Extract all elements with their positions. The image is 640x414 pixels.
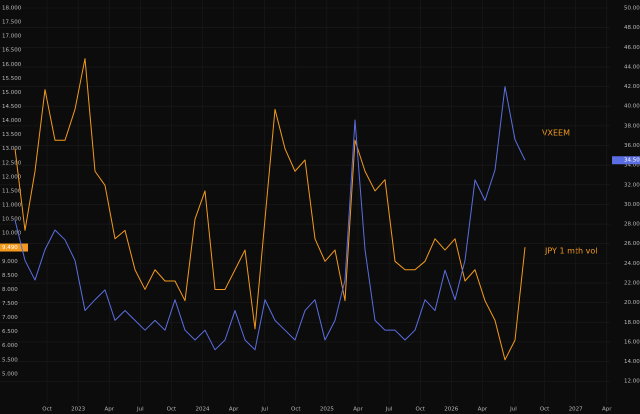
end-marker-label: 34.50 <box>624 158 640 164</box>
y2-tick-label: 34.00 <box>624 163 640 169</box>
y-tick-label: 12.500 <box>2 160 22 166</box>
y2-tick-label: 14.00 <box>624 359 640 365</box>
series-line <box>14 86 526 351</box>
y-tick-label: 14.500 <box>2 104 22 110</box>
x-tick-label: 2027 <box>569 407 583 413</box>
y2-tick-label: 36.00 <box>624 143 640 149</box>
y2-tick-label: 24.00 <box>624 261 640 267</box>
y2-tick-label: 12.00 <box>624 379 640 385</box>
y2-tick-label: 18.00 <box>624 320 640 326</box>
x-tick-label: Apr <box>478 407 488 413</box>
x-tick-label: Oct <box>42 407 52 413</box>
y-tick-label: 10.000 <box>2 231 22 237</box>
y-tick-label: 13.000 <box>2 146 22 152</box>
y2-tick-label: 28.00 <box>624 222 640 228</box>
x-tick-label: Apr <box>602 407 612 413</box>
y-tick-label: 8.000 <box>2 287 18 293</box>
y-tick-label: 7.500 <box>2 301 18 307</box>
x-tick-label: Jul <box>509 407 517 413</box>
x-tick-label: Jul <box>260 407 268 413</box>
y-tick-label: 5.000 <box>2 371 18 377</box>
y2-tick-label: 38.00 <box>624 123 640 129</box>
x-tick-label: Oct <box>291 407 301 413</box>
y-tick-label: 6.000 <box>2 343 18 349</box>
y-tick-label: 14.000 <box>2 118 22 124</box>
y2-tick-label: 40.00 <box>624 104 640 110</box>
x-tick-label: 2025 <box>320 407 334 413</box>
y2-tick-label: 26.00 <box>624 241 640 247</box>
x-tick-label: Jul <box>385 407 393 413</box>
grid <box>0 0 610 404</box>
y-tick-label: 18.000 <box>2 6 22 12</box>
y2-tick-label: 50.00 <box>624 6 640 12</box>
y-tick-label: 16.000 <box>2 62 22 68</box>
y-tick-label: 16.500 <box>2 48 22 54</box>
x-tick-label: Apr <box>229 407 239 413</box>
end-marker <box>0 243 28 252</box>
y-tick-label: 11.500 <box>2 188 22 194</box>
y2-tick-label: 22.00 <box>624 281 640 287</box>
y2-tick-label: 16.00 <box>624 339 640 345</box>
y2-tick-label: 46.00 <box>624 45 640 51</box>
x-tick-label: Oct <box>415 407 425 413</box>
series-label: JPY 1 mth vol <box>544 247 597 256</box>
x-tick-label: Oct <box>540 407 550 413</box>
y2-tick-label: 42.00 <box>624 84 640 90</box>
y-tick-label: 11.000 <box>2 203 22 209</box>
y-tick-label: 17.000 <box>2 34 22 40</box>
y-tick-label: 5.500 <box>2 357 18 363</box>
x-tick-label: Oct <box>167 407 177 413</box>
y-tick-label: 13.500 <box>2 132 22 138</box>
x-tick-label: 2024 <box>196 407 210 413</box>
y-tick-label: 12.000 <box>2 174 22 180</box>
y2-tick-label: 44.00 <box>624 64 640 70</box>
x-tick-label: 2023 <box>71 407 85 413</box>
y2-tick-label: 30.00 <box>624 202 640 208</box>
y2-tick-label: 32.00 <box>624 182 640 188</box>
x-tick-label: 2026 <box>444 407 458 413</box>
x-tick-label: Apr <box>353 407 363 413</box>
y-tick-label: 7.000 <box>2 315 18 321</box>
y-tick-label: 15.000 <box>2 90 22 96</box>
end-marker-label: 9.490 <box>2 245 18 251</box>
x-tick-label: Apr <box>104 407 114 413</box>
x-tick-label: Jul <box>136 407 144 413</box>
y-tick-label: 8.500 <box>2 273 18 279</box>
series-line <box>14 58 526 361</box>
y-tick-label: 15.500 <box>2 76 22 82</box>
y-tick-label: 10.500 <box>2 217 22 223</box>
y-tick-label: 17.500 <box>2 20 22 26</box>
y-tick-label: 9.000 <box>2 259 18 265</box>
end-marker <box>612 156 640 165</box>
y2-tick-label: 20.00 <box>624 300 640 306</box>
y-tick-label: 6.500 <box>2 329 18 335</box>
series-label: VXEEM <box>542 129 570 138</box>
y2-tick-label: 48.00 <box>624 25 640 31</box>
